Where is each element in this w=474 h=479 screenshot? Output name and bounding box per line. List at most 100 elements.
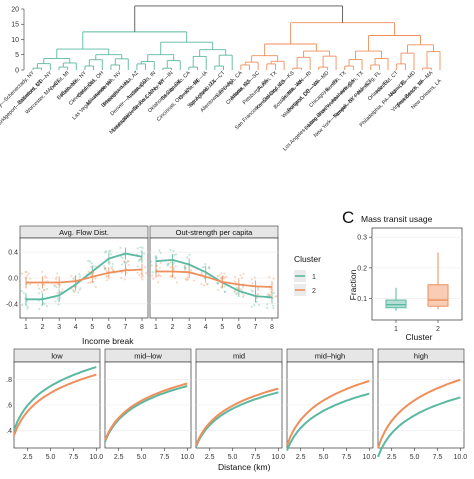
scatter-point [256,292,259,295]
scatter-point [150,264,153,267]
scatter-point [233,289,236,292]
curve-cluster-2 [195,387,279,446]
x-tick-label: 5 [90,324,94,331]
scatter-point [268,276,271,279]
scatter-point [183,268,186,271]
scatter-point [77,291,80,294]
scatter-point [217,282,220,285]
scatter-point [90,262,93,265]
scatter-point [56,297,59,300]
scatter-point [183,264,186,267]
scatter-point [184,267,187,270]
scatter-point [139,258,142,261]
scatter-point [172,268,175,271]
scatter-point [54,277,58,281]
x-tick-label: 2.5 [205,454,215,461]
series-line-cluster-1 [26,252,143,301]
scatter-point [242,272,245,275]
x-tick-label: 1 [24,324,28,331]
scatter-point [26,274,29,277]
scatter-point [94,277,97,280]
series-line-cluster-2 [156,270,273,288]
scatter-point [43,288,46,291]
scatter-point [255,300,258,303]
scatter-point [233,275,237,278]
scatter-point [127,263,130,267]
x-tick-label: 1 [154,324,158,331]
scatter-point [159,261,162,265]
x-tick-label: 10.0 [363,454,377,461]
x-tick-label: 7.5 [69,454,79,461]
scatter-point [87,259,90,262]
curve-cluster-1 [104,385,188,443]
series-line-cluster-1 [155,258,273,299]
scatter-point [174,276,177,280]
scatter-point [235,293,238,296]
scatter-point [105,269,108,273]
scatter-point [208,267,211,270]
scatter-point [173,254,176,257]
scatter-point [121,256,124,260]
scatter-point [87,270,90,273]
scatter-point [223,290,227,293]
scatter-point [120,271,123,274]
scatter-point [192,279,196,282]
scatter-point [156,281,160,284]
scatter-point [105,274,108,278]
scatter-point [105,250,108,253]
scatter-point [111,269,115,272]
scatter-point [127,260,130,263]
scatter-point [93,265,96,268]
scatter-point [169,274,172,277]
scatter-point [219,277,222,280]
scatter-point [119,246,122,249]
boxplot-y-axis-label: Fraction [348,269,358,300]
scatter-point [123,259,126,263]
income-break-axis-label: Income break [82,336,134,346]
scatter-point [207,266,210,270]
scatter-point [126,259,130,263]
series-line-cluster-2 [26,268,143,284]
x-tick-label: 2.5 [296,454,306,461]
x-tick-label: 7.5 [251,454,261,461]
x-tick-label: 5 [220,324,224,331]
scatter-point [94,285,97,289]
scatter-point [56,272,59,275]
scatter-point [25,270,28,273]
scatter-point [242,294,245,297]
scatter-point [79,287,82,290]
scatter-point [136,247,139,250]
x-tick-label: 2 [41,324,45,331]
x-tick-label: 10.0 [181,454,195,461]
scatter-point [104,266,107,270]
dendrogram-y-tick-label: 0 [15,67,19,74]
scatter-point [43,275,47,278]
scatter-point [253,303,256,307]
scatter-point [45,287,49,291]
x-tick-label: 8 [140,324,144,331]
curve-cluster-2 [286,380,370,446]
scatter-point [175,281,179,284]
scatter-point [43,302,46,306]
scatter-point [184,278,187,281]
x-tick-label: 5.0 [46,454,56,461]
scatter-point [256,286,259,290]
scatter-point [40,290,44,293]
dendrogram-links [32,5,441,70]
scatter-point [203,284,206,287]
curve-cluster-1 [195,391,279,448]
x-tick-label: 5.0 [410,454,420,461]
legend-title: Cluster [294,254,321,264]
scatter-point [125,271,128,274]
scatter-point [149,260,153,263]
scatter-point [272,304,275,307]
scatter-point [72,277,75,280]
scatter-point [266,306,269,309]
scatter-point [26,305,29,308]
scatter-point [256,288,260,291]
scatter-point [78,288,81,291]
scatter-point [172,261,175,264]
x-tick-label: 10.0 [272,454,286,461]
scatter-point [166,263,169,266]
